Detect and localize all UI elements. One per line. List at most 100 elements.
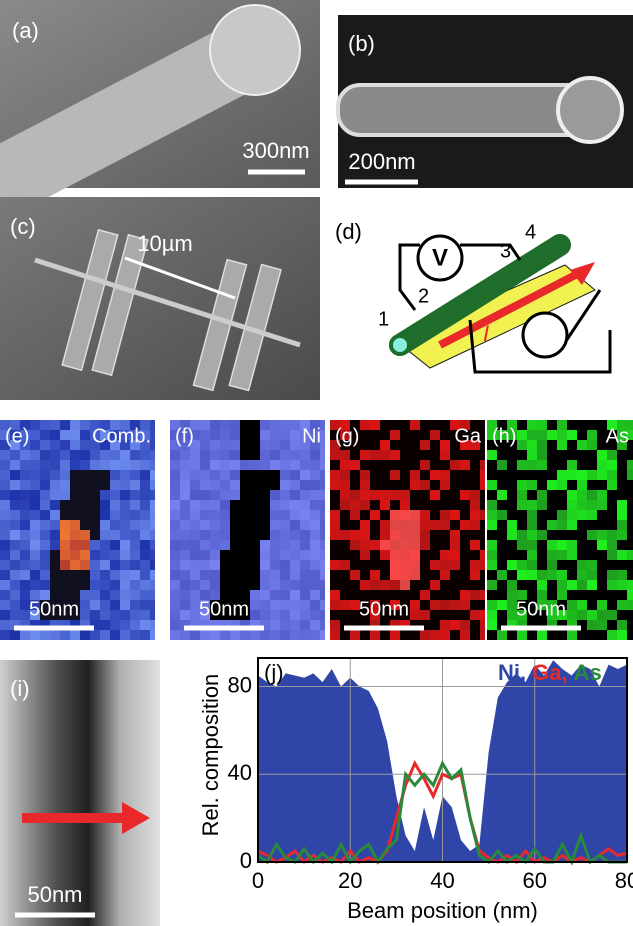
pixel bbox=[350, 500, 360, 510]
pixel bbox=[320, 520, 325, 530]
pixel bbox=[410, 420, 420, 430]
pixel bbox=[517, 510, 527, 520]
contact-number: 2 bbox=[418, 285, 429, 307]
pixel bbox=[20, 490, 30, 500]
pixel bbox=[150, 470, 155, 480]
pixel bbox=[517, 470, 527, 480]
pixel bbox=[0, 500, 10, 510]
pixel bbox=[200, 470, 210, 480]
pixel bbox=[110, 510, 120, 520]
pixel bbox=[210, 480, 220, 490]
pixel bbox=[517, 580, 527, 590]
pixel bbox=[587, 510, 597, 520]
pixel bbox=[60, 570, 70, 580]
pixel bbox=[220, 430, 230, 440]
pixel bbox=[527, 520, 537, 530]
pixel bbox=[430, 480, 440, 490]
pixel bbox=[487, 610, 497, 620]
pixel bbox=[567, 450, 577, 460]
pixel bbox=[280, 560, 290, 570]
pixel bbox=[340, 520, 350, 530]
pixel bbox=[587, 610, 597, 620]
pixel bbox=[430, 510, 440, 520]
pixel bbox=[370, 450, 380, 460]
pixel bbox=[440, 470, 450, 480]
pixel bbox=[360, 630, 370, 640]
pixel bbox=[10, 510, 20, 520]
pixel bbox=[547, 430, 557, 440]
pixel bbox=[230, 420, 240, 430]
pixel bbox=[30, 510, 40, 520]
pixel bbox=[110, 570, 120, 580]
pixel bbox=[90, 460, 100, 470]
pixel bbox=[360, 450, 370, 460]
pixel bbox=[310, 500, 320, 510]
pixel bbox=[537, 460, 547, 470]
pixel bbox=[527, 480, 537, 490]
pixel bbox=[260, 600, 270, 610]
pixel bbox=[140, 570, 150, 580]
pixel bbox=[480, 620, 485, 630]
pixel bbox=[497, 610, 507, 620]
pixel bbox=[430, 470, 440, 480]
panel-label: (i) bbox=[10, 676, 30, 701]
pixel bbox=[50, 570, 60, 580]
pixel bbox=[190, 630, 200, 640]
pixel bbox=[80, 540, 90, 550]
pixel bbox=[577, 450, 587, 460]
pixel bbox=[370, 520, 380, 530]
pixel bbox=[130, 500, 140, 510]
pixel bbox=[60, 430, 70, 440]
pixel bbox=[170, 630, 180, 640]
pixel bbox=[250, 610, 260, 620]
pixel bbox=[120, 450, 130, 460]
pixel bbox=[460, 450, 470, 460]
pixel bbox=[460, 530, 470, 540]
pixel bbox=[260, 480, 270, 490]
pixel bbox=[280, 590, 290, 600]
pixel bbox=[40, 540, 50, 550]
pixel bbox=[50, 630, 60, 640]
pixel bbox=[350, 550, 360, 560]
pixel bbox=[350, 450, 360, 460]
pixel bbox=[527, 550, 537, 560]
pixel bbox=[250, 530, 260, 540]
pixel bbox=[60, 520, 70, 530]
pixel bbox=[400, 530, 410, 540]
pixel bbox=[40, 560, 50, 570]
pixel bbox=[150, 450, 155, 460]
pixel bbox=[220, 530, 230, 540]
pixel bbox=[627, 590, 633, 600]
pixel bbox=[210, 630, 220, 640]
pixel bbox=[517, 430, 527, 440]
pixel bbox=[150, 570, 155, 580]
edx-maps: (e)Comb.50nm(f)Ni50nm(g)Ga50nm(h)As50nm bbox=[0, 420, 633, 640]
pixel bbox=[90, 490, 100, 500]
pixel bbox=[400, 480, 410, 490]
pixel bbox=[130, 470, 140, 480]
pixel bbox=[50, 490, 60, 500]
pixel bbox=[617, 630, 627, 640]
panel-label: (f) bbox=[175, 425, 194, 447]
pixel bbox=[220, 570, 230, 580]
pixel bbox=[320, 590, 325, 600]
pixel bbox=[40, 500, 50, 510]
pixel bbox=[450, 550, 460, 560]
pixel bbox=[240, 500, 250, 510]
pixel bbox=[497, 590, 507, 600]
pixel bbox=[450, 520, 460, 530]
pixel bbox=[250, 450, 260, 460]
pixel bbox=[470, 610, 480, 620]
pixel bbox=[617, 530, 627, 540]
pixel bbox=[200, 480, 210, 490]
pixel bbox=[460, 470, 470, 480]
pixel bbox=[70, 430, 80, 440]
pixel bbox=[460, 630, 470, 640]
pixel bbox=[487, 450, 497, 460]
pixel bbox=[400, 550, 410, 560]
pixel bbox=[180, 580, 190, 590]
pixel bbox=[250, 500, 260, 510]
pixel bbox=[190, 540, 200, 550]
pixel bbox=[260, 560, 270, 570]
pixel bbox=[607, 600, 617, 610]
